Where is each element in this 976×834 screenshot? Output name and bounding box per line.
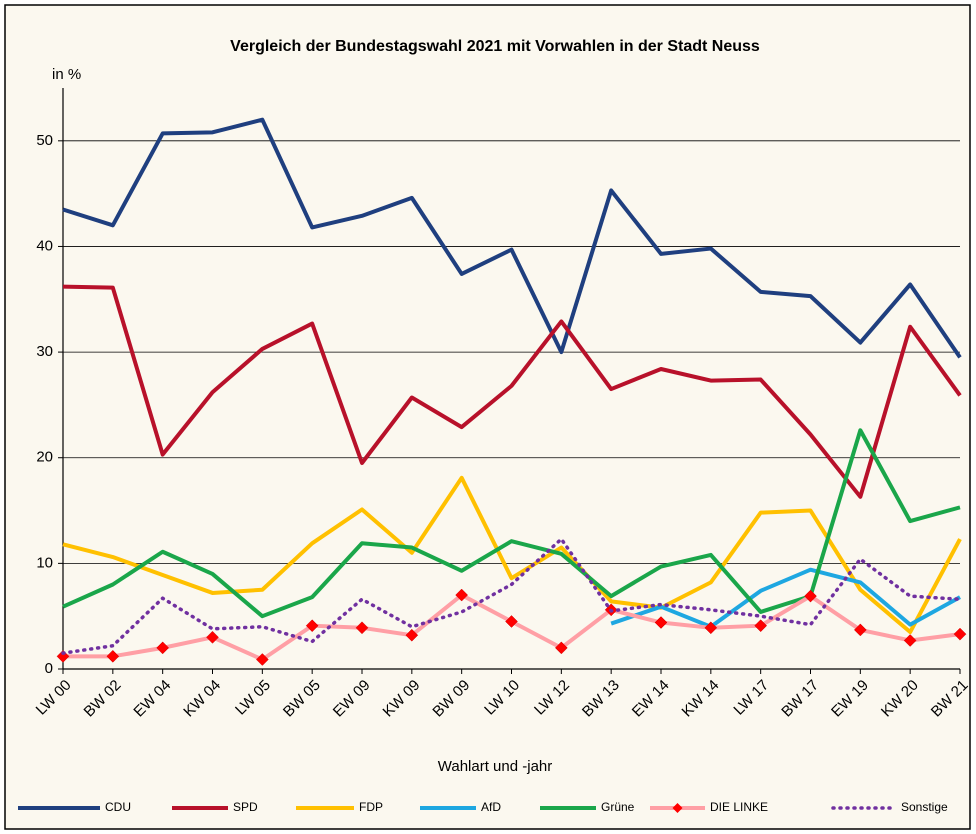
data-point [255,653,269,666]
data-point [106,649,120,663]
y-tick-label: 30 [36,343,53,360]
series-line [610,567,961,629]
data-point [156,641,170,655]
data-point [505,615,518,628]
legend-marker [672,803,683,813]
data-point [853,623,867,637]
legend-label: Sonstige [901,800,948,814]
data-point [903,634,917,647]
legend-label: AfD [481,800,501,814]
series-line [62,284,962,499]
chart-title: Vergleich der Bundestagswahl 2021 mit Vo… [230,38,760,55]
y-tick-label: 40 [36,237,53,254]
data-point [554,641,568,655]
y-tick-label: 20 [36,449,53,466]
y-tick-label: 0 [45,660,53,677]
legend-label: SPD [233,800,258,814]
series-line [62,475,962,635]
data-point [804,589,817,603]
x-axis-label: Wahlart und -jahr [438,758,553,775]
legend-label: DIE LINKE [710,800,768,814]
legend-label: CDU [105,800,131,814]
data-point [455,588,469,602]
y-tick-label: 10 [36,554,53,571]
legend-label: Grüne [601,800,635,814]
chart-frame [4,4,971,830]
data-point [405,628,419,642]
series-line [62,117,962,359]
data-point [56,649,70,663]
y-tick-label: 50 [36,132,53,149]
y-axis-label: in % [52,66,81,83]
data-point [704,621,718,635]
data-point [654,616,668,629]
data-point [305,619,319,633]
data-point [355,621,369,635]
data-point [206,630,219,644]
series-line [61,537,962,655]
data-point [953,627,967,641]
data-point [754,619,768,633]
legend-label: FDP [359,800,383,814]
